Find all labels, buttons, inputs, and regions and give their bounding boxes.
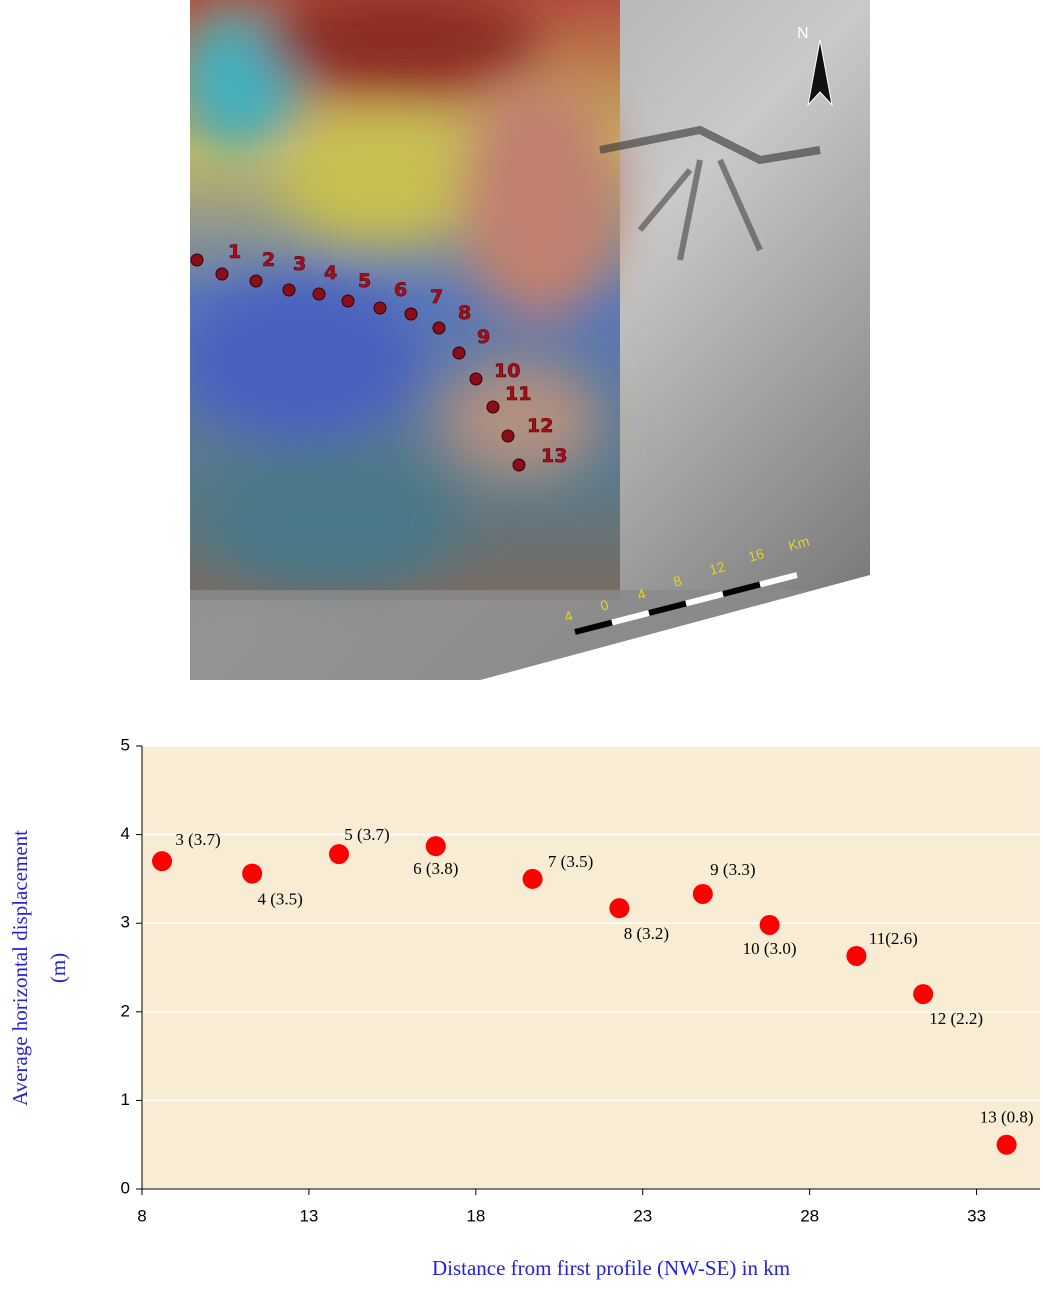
profile-dot [432, 321, 446, 335]
profile-dot [282, 283, 296, 297]
profile-label: 13 [541, 445, 567, 467]
y-axis-label: Average horizontal displacement [8, 830, 32, 1106]
profile-dot [501, 429, 515, 443]
x-tick-label: 23 [633, 1206, 652, 1225]
point-annotation: 3 (3.7) [175, 830, 220, 849]
point [328, 844, 349, 865]
profile-dot [312, 287, 326, 301]
scale-segment [722, 581, 761, 597]
profile-label: 8 [458, 302, 471, 324]
profile-dot [469, 372, 483, 386]
y-tick-label: 1 [121, 1090, 130, 1109]
y-tick-label: 3 [121, 913, 130, 932]
plot-area [142, 746, 1040, 1189]
profile-label: 10 [494, 360, 520, 382]
point-annotation: 10 (3.0) [743, 939, 797, 958]
profile-dot [452, 346, 466, 360]
profile-dot [373, 301, 387, 315]
profile-dot [341, 294, 355, 308]
profile-dot [190, 253, 204, 267]
point-annotation: 9 (3.3) [710, 860, 755, 879]
scale-segment [685, 591, 724, 607]
x-tick-label: 18 [466, 1206, 485, 1225]
profile-dot [404, 307, 418, 321]
x-tick-label: 28 [800, 1206, 819, 1225]
scale-segment [759, 572, 798, 588]
point-annotation: 6 (3.8) [413, 859, 458, 878]
scale-label: 12 [707, 558, 727, 578]
profile-label: 2 [262, 249, 275, 271]
point [846, 945, 867, 966]
profile-dot [512, 458, 526, 472]
point [425, 836, 446, 857]
point [152, 851, 173, 872]
north-label: N [797, 25, 809, 42]
point [692, 883, 713, 904]
point-annotation: 7 (3.5) [548, 852, 593, 871]
scale-segment [611, 610, 650, 626]
y-axis-label: (m) [46, 953, 70, 983]
y-tick-label: 2 [121, 1001, 130, 1020]
map-image [190, 0, 870, 680]
point-annotation: 8 (3.2) [624, 924, 669, 943]
scale-label: Km [786, 533, 811, 554]
profile-label: 11 [505, 383, 531, 405]
scale-label: 16 [746, 545, 766, 565]
profile-label: 3 [293, 253, 306, 275]
scale-segment [574, 619, 613, 635]
point-annotation: 13 (0.8) [980, 1108, 1034, 1127]
point [609, 898, 630, 919]
profile-dot [215, 267, 229, 281]
point [913, 984, 934, 1005]
y-tick-label: 4 [121, 824, 130, 843]
y-tick-label: 0 [121, 1178, 130, 1197]
point [522, 868, 543, 889]
point [242, 863, 263, 884]
x-axis-label: Distance from first profile (NW-SE) in k… [432, 1256, 790, 1280]
point-annotation: 5 (3.7) [344, 825, 389, 844]
profile-label: 9 [477, 326, 490, 348]
profile-label: 1 [228, 241, 241, 263]
x-tick-label: 13 [299, 1206, 318, 1225]
profile-label: 6 [394, 279, 407, 301]
point-annotation: 11(2.6) [869, 929, 918, 948]
north-arrow: N [797, 25, 833, 107]
point [759, 914, 780, 935]
x-tick-label: 8 [137, 1206, 146, 1225]
profile-label: 7 [430, 286, 443, 308]
x-tick-label: 33 [967, 1206, 986, 1225]
profile-label: 4 [324, 262, 337, 284]
point [996, 1134, 1017, 1155]
point-annotation: 4 (3.5) [257, 889, 302, 908]
profile-dot [486, 400, 500, 414]
profile-dot [249, 274, 263, 288]
point-annotation: 12 (2.2) [929, 1009, 983, 1028]
scale-segment [648, 600, 687, 616]
profile-label: 12 [527, 415, 553, 437]
profile-label: 5 [358, 270, 371, 292]
y-tick-label: 5 [121, 735, 130, 754]
